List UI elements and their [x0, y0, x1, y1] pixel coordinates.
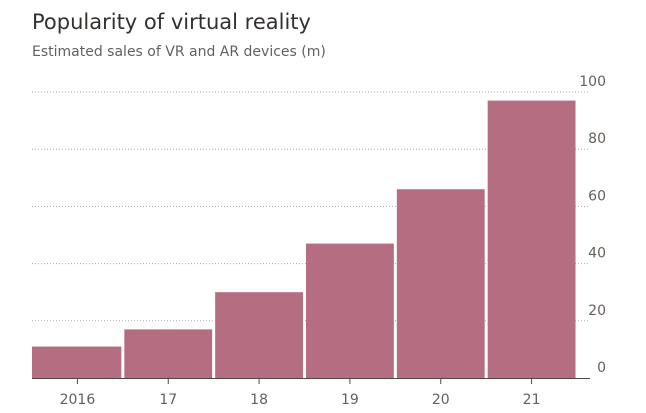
axes: 0 20 40 60 80 100 2016 17 18 19 20 21	[32, 74, 606, 408]
bar	[124, 329, 213, 378]
x-tick-label: 20	[432, 392, 450, 408]
x-tick-label: 18	[250, 392, 268, 408]
bar	[32, 346, 122, 378]
bar	[487, 100, 576, 378]
x-tick-label: 2016	[60, 392, 96, 408]
bar	[306, 243, 394, 378]
chart-title: Popularity of virtual reality	[32, 10, 311, 34]
y-tick-label: 80	[588, 131, 606, 147]
bar	[396, 189, 485, 378]
chart-subtitle: Estimated sales of VR and AR devices (m)	[32, 44, 326, 60]
x-tick-label: 19	[341, 392, 359, 408]
y-tick-label: 100	[579, 74, 606, 90]
bars	[32, 100, 576, 378]
y-tick-label: 20	[588, 303, 606, 319]
x-tick-label: 17	[159, 392, 177, 408]
y-tick-label: 40	[588, 246, 606, 262]
x-tick-label: 21	[523, 392, 541, 408]
y-tick-label: 60	[588, 188, 606, 204]
bar	[215, 292, 303, 378]
y-tick-label: 0	[597, 360, 606, 376]
